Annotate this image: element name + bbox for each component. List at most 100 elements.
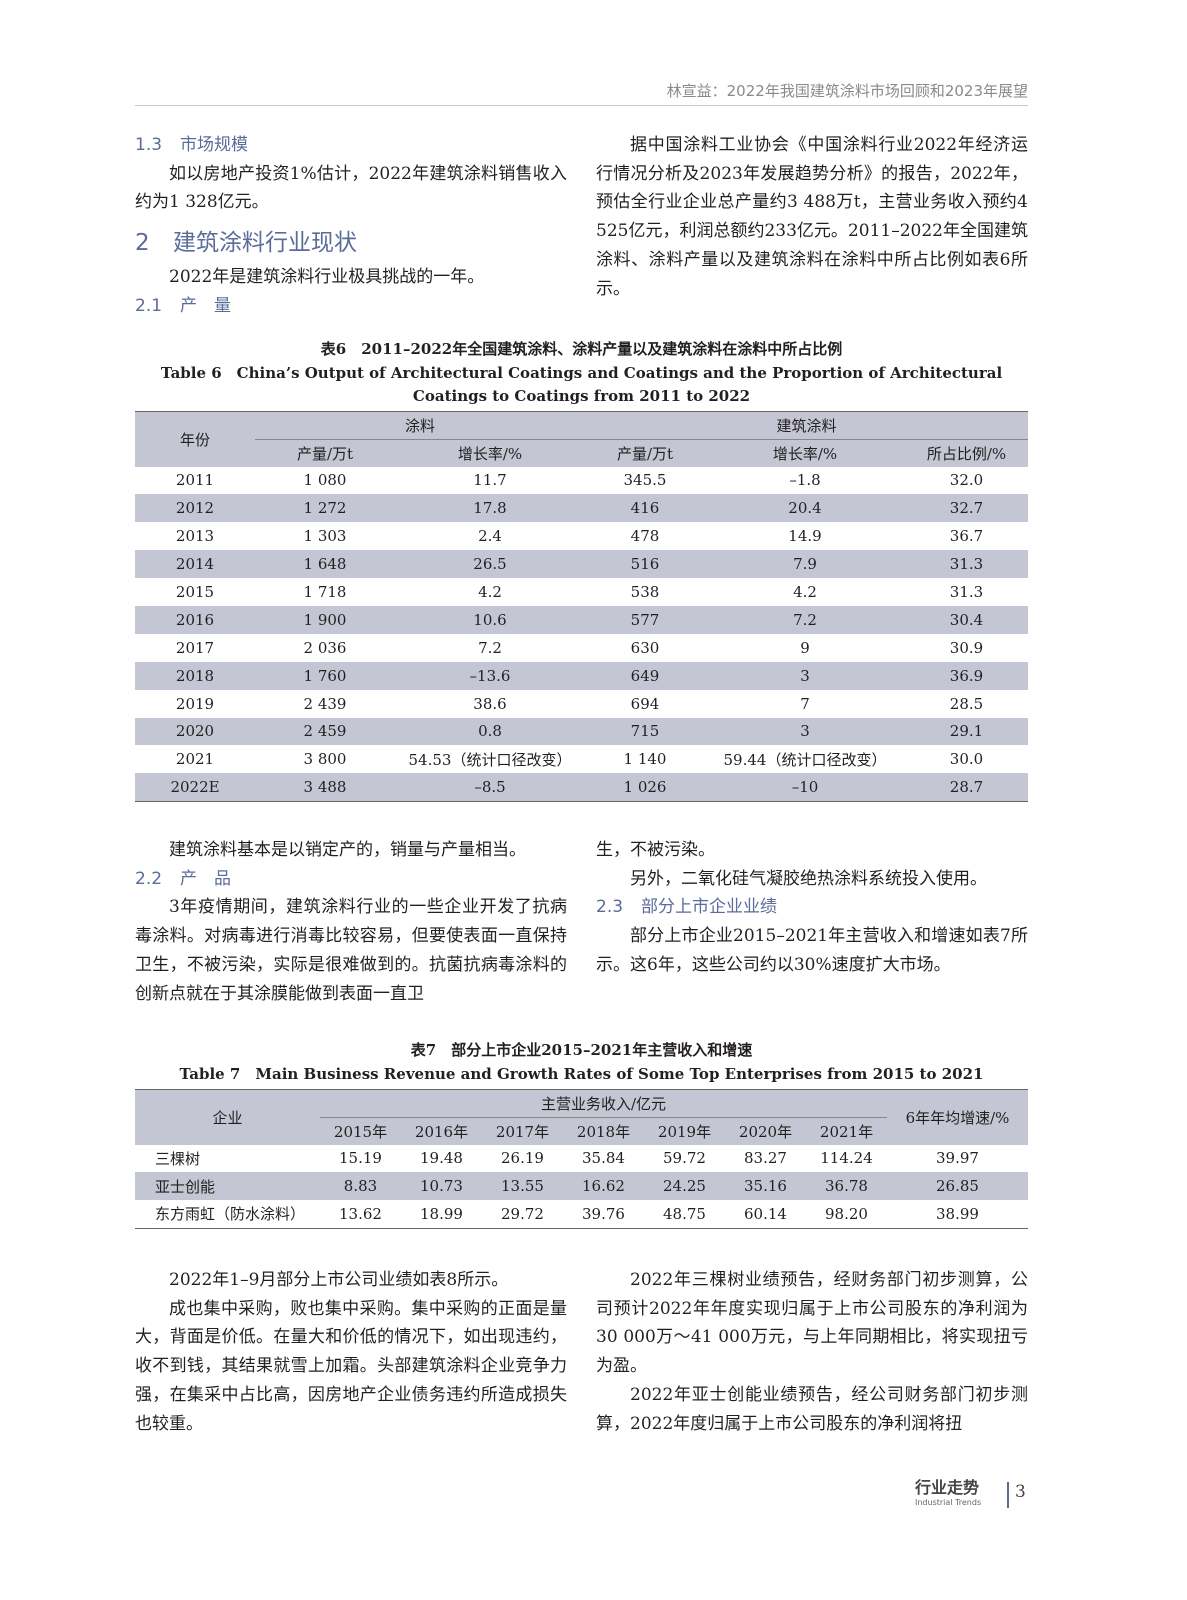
table-cell: 3 488 [255,773,395,802]
table-cell: 29.72 [501,1204,544,1223]
table-cell: 10.73 [401,1172,482,1201]
table-cell: 694 [630,694,660,713]
col-header: 企业 [135,1089,320,1145]
table-cell: 1 272 [255,494,395,523]
col-header: 主营业务收入/亿元 [320,1089,887,1117]
left-column-top: 1.3 市场规模 如以房地产投资1%估计，2022年建筑涂料销售收入约为1 328… [135,131,567,321]
col-header: 产量/万t [585,438,705,467]
section-heading-2-3: 2.3 部分上市企业业绩 [596,897,777,918]
table-cell: –1.8 [789,471,821,490]
left-column-bottom: 2022年1–9月部分上市公司业绩如表8所示。 成也集中采购，败也集中采购。集中… [135,1266,567,1438]
right-column-bottom: 2022年三棵树业绩预告，经财务部门初步测算，公司预计2022年年度实现归属于上… [596,1266,1028,1438]
table-cell: 32.7 [905,494,1028,523]
table-cell: 416 [585,494,705,523]
table-cell: 54.53（统计口径改变） [408,750,572,769]
table-row: 东方雨虹（防水涂料） 13.62 18.99 29.72 39.76 48.75 60.14… [135,1200,1028,1228]
col-header: 2021年 [806,1116,887,1145]
table6-caption: 表6 2011–2022年全国建筑涂料、涂料产量以及建筑涂料在涂料中所占比例 T… [160,340,1003,405]
table-cell: 35.16 [725,1172,806,1201]
table-cell: 1 303 [303,527,347,546]
table-cell: 13.55 [482,1172,563,1201]
col-header: 6年年均增速/% [887,1089,1028,1145]
paragraph: 2022年三棵树业绩预告，经财务部门初步测算，公司预计2022年年度实现归属于上… [596,1270,1028,1377]
table-cell: 1 140 [623,750,667,769]
table-cell: 18.99 [420,1204,463,1223]
table-cell: 17.8 [395,494,585,523]
paragraph: 如以房地产投资1%估计，2022年建筑涂料销售收入约为1 328亿元。 [135,163,567,213]
table-cell: 7.2 [705,605,905,634]
table-cell: 24.25 [644,1172,725,1201]
table-cell: 36.9 [905,661,1028,690]
table-cell: 32.0 [949,471,984,490]
table-cell: 26.19 [501,1149,544,1168]
table-cell: 83.27 [744,1149,787,1168]
table-cell: 15.19 [339,1149,382,1168]
table-cell: 31.3 [905,550,1028,579]
col-header: 涂料 [255,411,585,439]
table-cell: 98.20 [825,1204,868,1223]
table-cell: 1 080 [303,471,347,490]
right-column-mid: 生，不被污染。 另外，二氧化硅气凝胶绝热涂料系统投入使用。 2.3 部分上市企业业… [596,836,1028,980]
table-cell: 14.9 [788,527,822,546]
paragraph: 另外，二氧化硅气凝胶绝热涂料系统投入使用。 [630,868,987,889]
table-cell: 516 [585,550,705,579]
section-heading-1-3: 1.3 市场规模 [135,135,248,155]
footer: 行业走势 Industrial Trends 3 [915,1474,1026,1508]
table-cell: 30.0 [949,750,984,769]
right-column-top: 据中国涂料工业协会《中国涂料行业2022年经济运行情况分析及2023年发展趋势分… [596,131,1028,303]
table-cell: 3 [705,661,905,690]
table-cell: 28.7 [905,773,1028,802]
table-cell: 7 [800,694,810,713]
table-cell: –8.5 [395,773,585,802]
table-cell: 10.6 [395,605,585,634]
footer-section: 行业走势 [915,1478,980,1497]
table-row: 2013 1 303 2.4 478 14.9 36.7 [135,522,1028,550]
table-cell: 31.3 [949,583,984,601]
table-cell: 36.7 [949,527,984,546]
section-heading-2: 2 建筑涂料行业现状 [135,230,357,257]
table-cell: 715 [585,717,705,746]
table-row: 2018 1 760 –13.6 649 3 36.9 [135,661,1028,690]
table-cell: 2017 [175,638,215,657]
table-cell: 8.83 [320,1172,401,1201]
table-cell: 114.24 [820,1149,873,1168]
table-cell: 30.9 [949,638,984,657]
table-cell: 4.2 [478,583,502,601]
table-cell: 3 800 [303,750,347,769]
table-cell: 2020 [135,717,255,746]
table-cell: 38.6 [473,694,507,713]
table-cell: 亚士创能 [135,1172,320,1201]
paragraph: 成也集中采购，败也集中采购。集中采购的正面是量大，背面是价低。在量大和价低的情况… [135,1298,567,1434]
table-cell: 2013 [175,527,215,546]
table-cell: 30.4 [905,605,1028,634]
table-cell: 26.85 [887,1172,1028,1201]
col-header: 年份 [135,411,255,467]
table-cell: 2022E [135,773,255,802]
table-cell: 29.1 [905,717,1028,746]
table-cell: 38.99 [936,1204,979,1223]
table-row: 2019 2 439 38.6 694 7 28.5 [135,690,1028,718]
table-cell: 20.4 [705,494,905,523]
running-header: 林宣益：2022年我国建筑涂料市场回顾和2023年展望 [135,80,1028,106]
col-header: 产量/万t [255,438,395,467]
table-cell: 26.5 [395,550,585,579]
col-header: 2017年 [482,1116,563,1145]
table7: 企业 主营业务收入/亿元 6年年均增速/% 2015年 2016年 2017年 201… [135,1089,1028,1229]
table-cell: 35.84 [582,1149,625,1168]
table-cell: 1 026 [585,773,705,802]
table-row: 2011 1 080 11.7 345.5 –1.8 32.0 [135,467,1028,495]
table-cell: 2 459 [255,717,395,746]
col-header: 2018年 [563,1116,644,1145]
paragraph: 3年疫情期间，建筑涂料行业的一些企业开发了抗病毒涂料。对病毒进行消毒比较容易，但… [135,897,567,1004]
table-row: 2016 1 900 10.6 577 7.2 30.4 [135,605,1028,634]
table-cell: 2018 [135,661,255,690]
table7-caption: 表7 部分上市企业2015–2021年主营收入和增速 Table 7 Main … [179,1041,984,1083]
table-cell: 16.62 [563,1172,644,1201]
col-header: 2019年 [644,1116,725,1145]
col-header: 2016年 [401,1116,482,1145]
table-row: 2014 1 648 26.5 516 7.9 31.3 [135,550,1028,579]
table-cell: 2 439 [303,694,347,713]
table-cell: 28.5 [949,694,984,713]
table-cell: 3 [705,717,905,746]
table-cell: 2016 [135,605,255,634]
